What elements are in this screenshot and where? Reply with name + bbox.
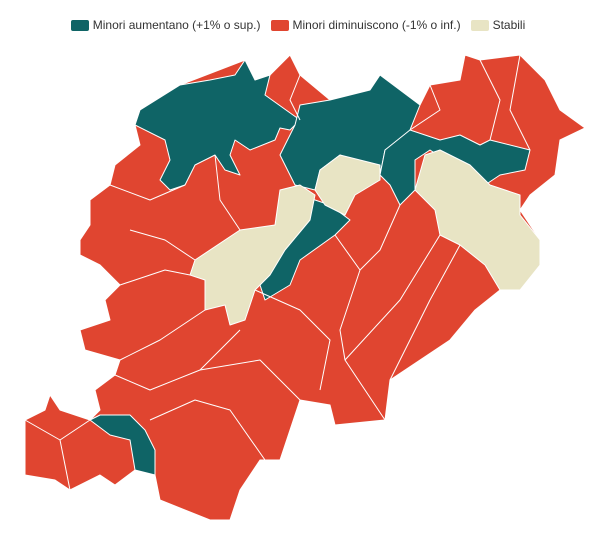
- border: [199, 359, 301, 401]
- border: [289, 74, 301, 121]
- border: [334, 234, 386, 421]
- legend-item: Minori diminuiscono (-1% o inf.): [270, 18, 461, 32]
- legend-item: Stabili: [470, 18, 526, 32]
- legend-label: Minori diminuiscono (-1% o inf.): [292, 18, 461, 32]
- border: [149, 399, 266, 461]
- border: [129, 229, 196, 261]
- region: [314, 154, 381, 216]
- region: [134, 59, 301, 191]
- legend-label: Minori aumentano (+1% o sup.): [92, 18, 261, 32]
- border: [389, 244, 461, 381]
- border: [59, 439, 71, 491]
- region: [414, 149, 541, 291]
- border: [254, 289, 331, 391]
- region: [189, 184, 316, 326]
- legend-label: Stabili: [492, 18, 526, 32]
- region: [89, 414, 156, 476]
- border: [119, 309, 206, 361]
- border: [214, 154, 241, 231]
- border: [359, 204, 401, 271]
- border: [509, 54, 531, 151]
- legend-item: Minori aumentano (+1% o sup.): [70, 18, 261, 32]
- border: [109, 184, 186, 201]
- legend-swatch: [270, 19, 289, 31]
- border: [114, 329, 241, 391]
- region: [379, 129, 531, 206]
- legend: Minori aumentano (+1% o sup.) Minori dimi…: [0, 18, 596, 32]
- border: [119, 269, 191, 286]
- border: [479, 59, 501, 141]
- border: [409, 84, 441, 131]
- border: [344, 234, 441, 361]
- legend-swatch: [70, 19, 89, 31]
- legend-swatch: [470, 19, 489, 31]
